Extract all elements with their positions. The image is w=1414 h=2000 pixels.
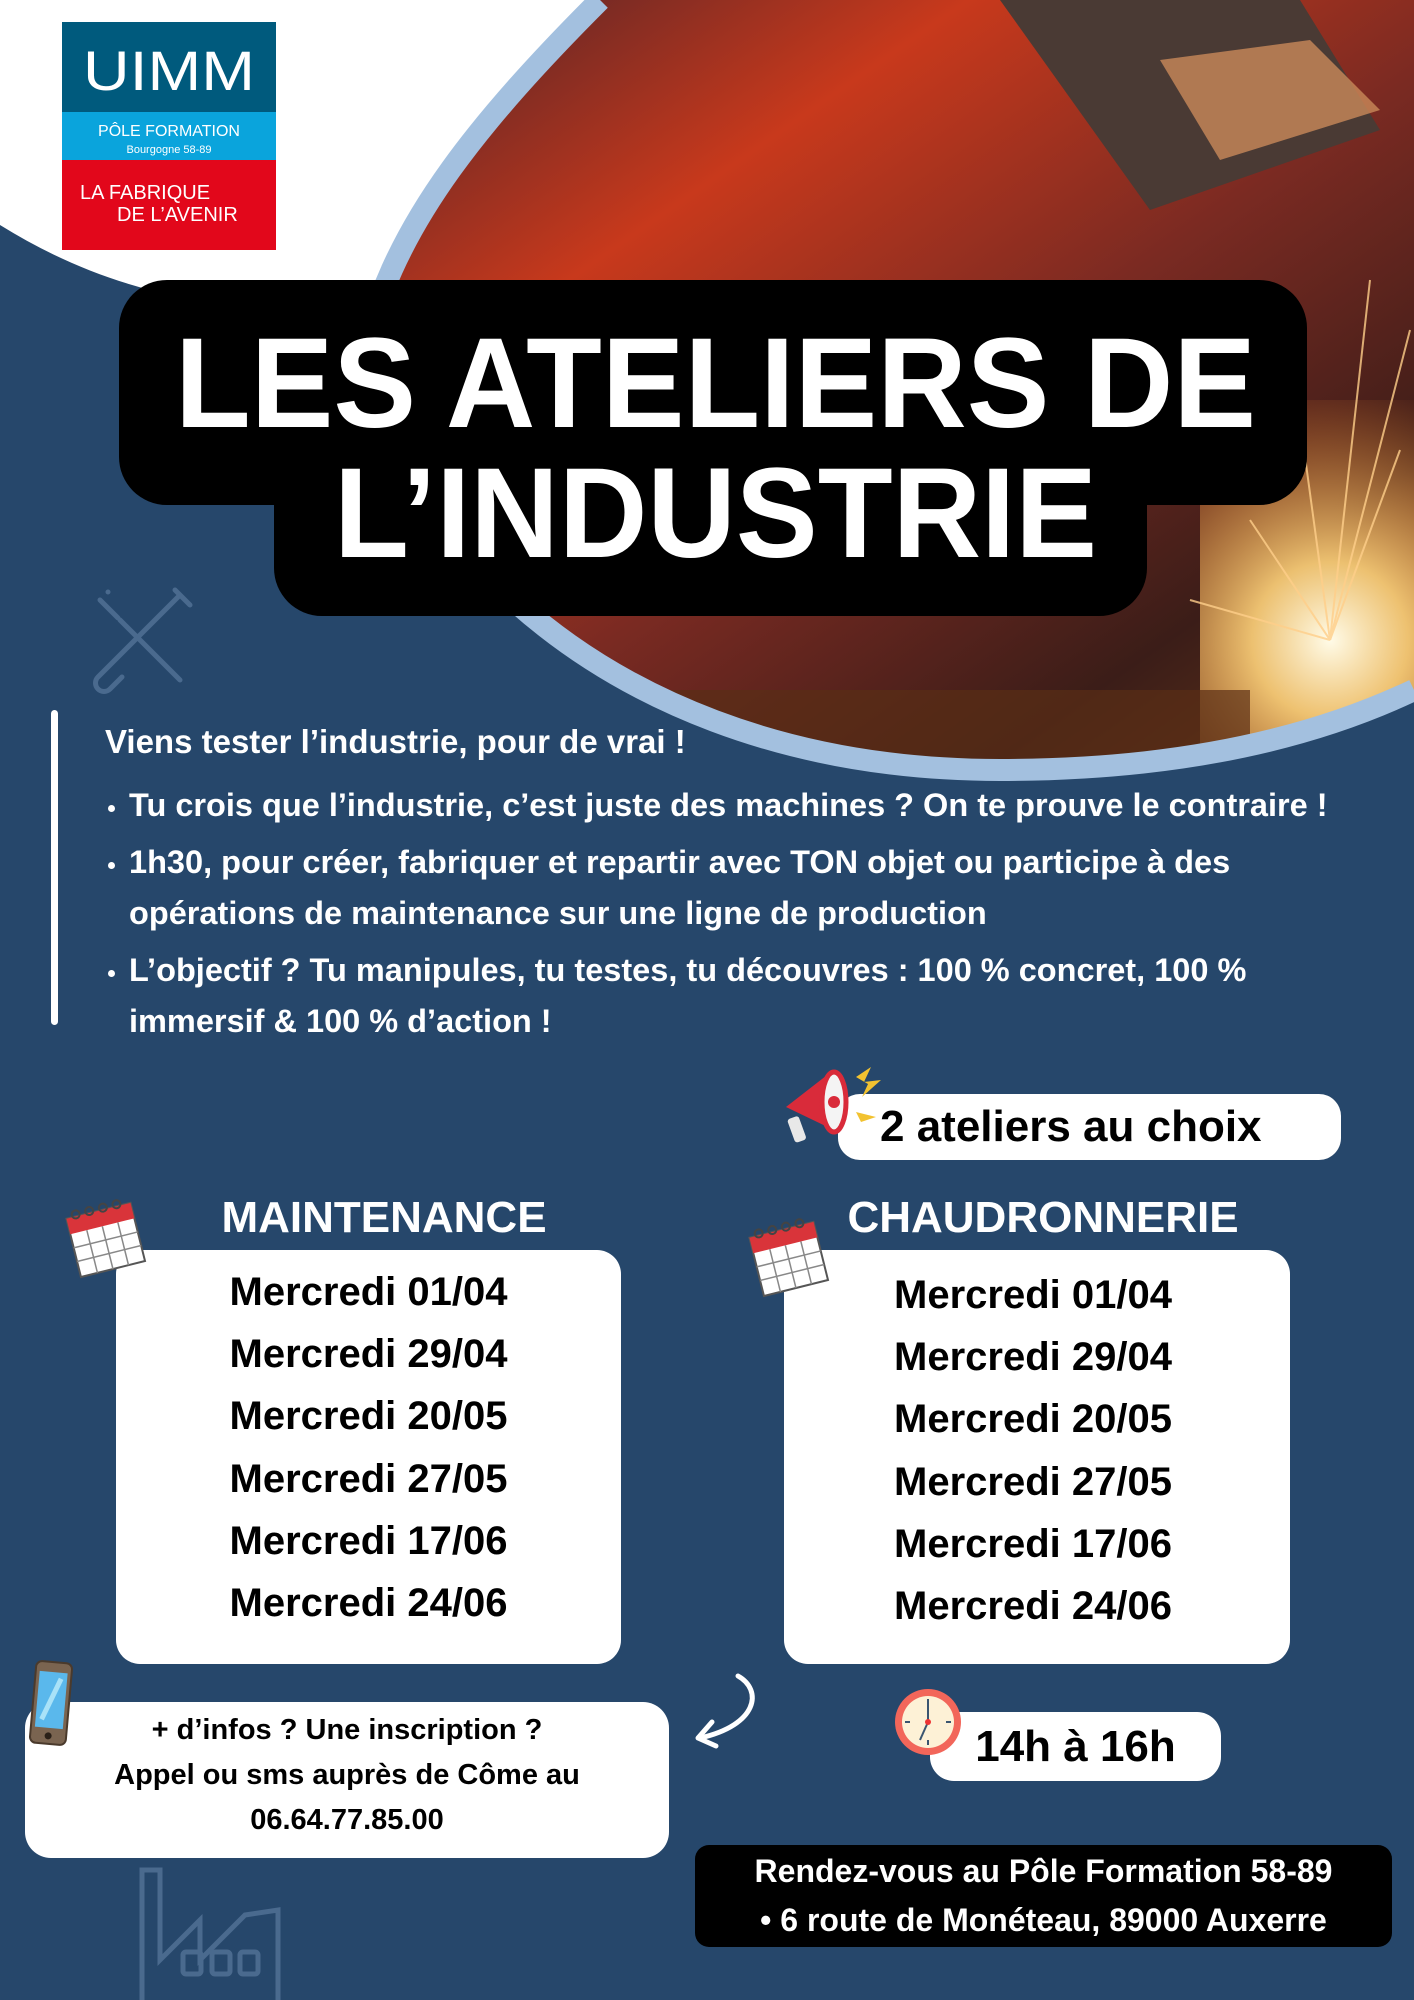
workshop-title-chaudronnerie: CHAUDRONNERIE	[847, 1193, 1239, 1242]
svg-text:LA FABRIQUE: LA FABRIQUE	[80, 182, 210, 204]
date-item: Mercredi 27/05	[894, 1459, 1172, 1504]
contact-phone[interactable]: 06.64.77.85.00	[250, 1804, 444, 1836]
contact-card: + d’infos ? Une inscription ? Appel ou s…	[25, 1702, 669, 1858]
address-line-1: Rendez-vous au Pôle Formation 58-89	[754, 1853, 1333, 1889]
svg-text:Bourgogne 58-89: Bourgogne 58-89	[126, 144, 211, 156]
date-item: Mercredi 27/05	[229, 1456, 508, 1501]
time-badge: 14h à 16h	[930, 1712, 1221, 1781]
accent-line	[51, 710, 58, 1025]
title-box	[119, 280, 1307, 616]
date-item: Mercredi 20/05	[894, 1397, 1172, 1442]
date-item: Mercredi 29/04	[229, 1332, 508, 1377]
svg-text:UIMM: UIMM	[83, 39, 255, 102]
svg-text:PÔLE FORMATION: PÔLE FORMATION	[98, 121, 240, 140]
contact-line-2: Appel ou sms auprès de Côme au	[114, 1759, 580, 1791]
intro-bullets: Tu crois que l’industrie, c’est juste de…	[97, 780, 1379, 1053]
list-item: 1h30, pour créer, fabriquer et repartir …	[129, 837, 1379, 939]
workshop-title-maintenance: MAINTENANCE	[221, 1193, 547, 1242]
phone-icon	[28, 1660, 74, 1746]
chaudronnerie-dates-card: Mercredi 01/04 Mercredi 29/04 Mercredi 2…	[784, 1250, 1290, 1664]
calendar-icon	[65, 1199, 147, 1279]
date-item: Mercredi 17/06	[229, 1518, 508, 1563]
contact-line-1: + d’infos ? Une inscription ?	[151, 1714, 543, 1746]
date-item: Mercredi 01/04	[229, 1270, 508, 1314]
date-item: Mercredi 20/05	[229, 1394, 508, 1439]
address-box: Rendez-vous au Pôle Formation 58-89 • 6 …	[695, 1845, 1392, 1947]
megaphone-icon	[786, 1067, 881, 1143]
maintenance-dates-card: Mercredi 01/04 Mercredi 29/04 Mercredi 2…	[116, 1250, 621, 1664]
date-item: Mercredi 01/04	[894, 1273, 1172, 1317]
calendar-icon	[748, 1218, 830, 1298]
clock-icon	[895, 1689, 961, 1755]
address-line-2: • 6 route de Monéteau, 89000 Auxerre	[760, 1902, 1327, 1938]
choice-badge: 2 ateliers au choix	[838, 1094, 1341, 1160]
date-item: Mercredi 24/06	[894, 1584, 1172, 1629]
intro-heading: Viens tester l’industrie, pour de vrai !	[105, 723, 686, 760]
list-item: L’objectif ? Tu manipules, tu testes, tu…	[129, 945, 1379, 1047]
curved-arrow-icon	[695, 1673, 755, 1749]
list-item: Tu crois que l’industrie, c’est juste de…	[129, 780, 1379, 831]
svg-text:DE L’AVENIR: DE L’AVENIR	[117, 204, 238, 226]
date-item: Mercredi 17/06	[894, 1521, 1172, 1566]
date-item: Mercredi 24/06	[229, 1581, 508, 1626]
date-item: Mercredi 29/04	[894, 1335, 1172, 1380]
uimm-logo: UIMM PÔLE FORMATION Bourgogne 58-89 LA F…	[62, 22, 276, 250]
wrench-screwdriver-icon	[93, 587, 193, 694]
title-line-2: L’INDUSTRIE	[334, 442, 1097, 585]
factory-icon	[139, 1867, 281, 2000]
title-line-1: LES ATELIERS DE	[175, 312, 1256, 455]
